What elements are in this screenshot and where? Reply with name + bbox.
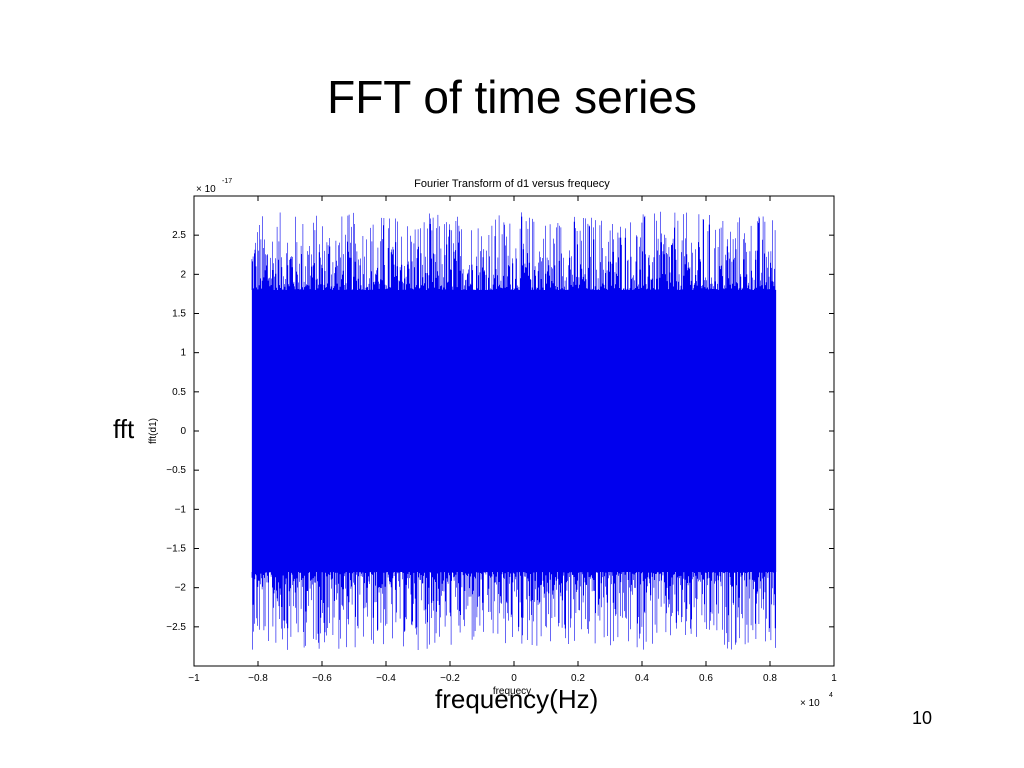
x-ticks: −1 −0.8 −0.6 −0.4 −0.2 0 0.2 0.4 0.6 0.8 1 bbox=[188, 196, 837, 684]
signal-dense-band bbox=[251, 290, 777, 572]
x-tick-label: 0 bbox=[511, 673, 517, 684]
x-axis-label: frequecy bbox=[493, 686, 531, 697]
x-exponent-label: × 10 bbox=[800, 698, 820, 709]
chart-title: Fourier Transform of d1 versus frequecy bbox=[414, 178, 610, 190]
y-exponent-label: × 10 bbox=[196, 184, 216, 195]
x-tick-label: 0.6 bbox=[699, 673, 713, 684]
y-tick-label: −0.5 bbox=[166, 465, 186, 476]
x-axis-overlay-label: frequency(Hz) bbox=[435, 684, 599, 714]
page-number: 10 bbox=[912, 708, 933, 728]
x-tick-label: −0.8 bbox=[248, 673, 268, 684]
y-tick-label: 2.5 bbox=[172, 230, 186, 241]
slide-title: FFT of time series bbox=[327, 71, 697, 123]
x-tick-label: 0.4 bbox=[635, 673, 649, 684]
y-tick-label: 2 bbox=[180, 269, 186, 280]
x-tick-label: 1 bbox=[831, 673, 837, 684]
x-tick-label: 0.8 bbox=[763, 673, 777, 684]
y-tick-label: 0.5 bbox=[172, 387, 186, 398]
signal-upper-spikes bbox=[251, 211, 776, 290]
y-axis-label: fft(d1) bbox=[148, 418, 159, 444]
x-tick-label: −0.2 bbox=[440, 673, 460, 684]
x-tick-label: 0.2 bbox=[571, 673, 585, 684]
y-exponent: -17 bbox=[222, 178, 232, 185]
y-tick-label: 1 bbox=[180, 348, 186, 359]
y-axis-overlay-label: fft bbox=[113, 414, 135, 444]
y-tick-label: −1 bbox=[175, 504, 187, 515]
y-ticks: 2.5 2 1.5 1 0.5 0 −0.5 −1 −1.5 −2 −2.5 bbox=[166, 230, 834, 633]
y-tick-label: 1.5 bbox=[172, 309, 186, 320]
signal-lower-spikes bbox=[251, 572, 776, 650]
y-tick-label: 0 bbox=[180, 426, 186, 437]
x-tick-label: −0.4 bbox=[376, 673, 396, 684]
x-tick-label: −0.6 bbox=[312, 673, 332, 684]
y-tick-label: −2 bbox=[175, 583, 187, 594]
x-exponent: 4 bbox=[829, 692, 833, 699]
y-tick-label: −1.5 bbox=[166, 544, 186, 555]
y-tick-label: −2.5 bbox=[166, 622, 186, 633]
x-tick-label: −1 bbox=[188, 673, 200, 684]
signal-trace bbox=[251, 211, 777, 650]
